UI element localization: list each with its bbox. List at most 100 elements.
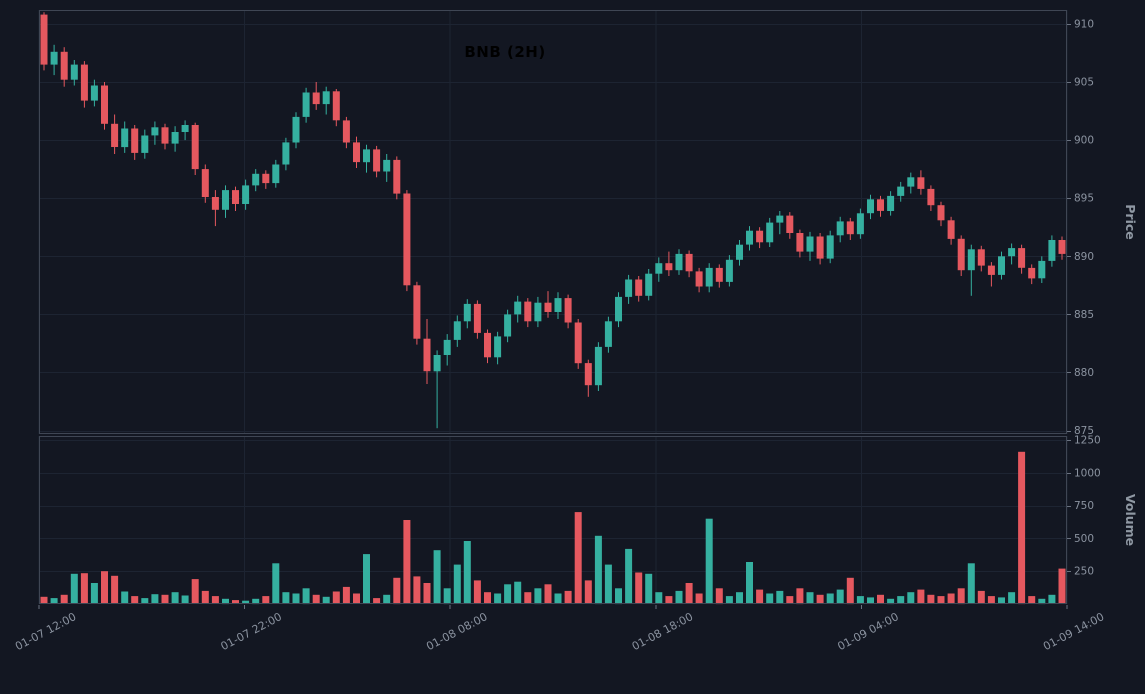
candle-body bbox=[302, 92, 310, 117]
candle-body bbox=[1018, 248, 1026, 268]
candle-body bbox=[947, 220, 955, 239]
volume-bar bbox=[736, 592, 743, 604]
candle-body bbox=[846, 221, 854, 235]
candle-body bbox=[524, 301, 532, 322]
candle-body bbox=[856, 213, 864, 235]
candle-body bbox=[50, 51, 58, 65]
volume-bar bbox=[171, 592, 179, 604]
volume-bar bbox=[705, 518, 713, 604]
volume-tick-label: 1000 bbox=[1074, 467, 1101, 479]
candle-body bbox=[222, 190, 229, 210]
candle-body bbox=[282, 142, 290, 165]
volume-bar bbox=[665, 596, 673, 604]
volume-bar bbox=[514, 581, 522, 604]
price-tick-label: 875 bbox=[1074, 425, 1094, 437]
volume-bar bbox=[383, 594, 391, 604]
candle-body bbox=[695, 271, 703, 287]
price-tick-label: 905 bbox=[1074, 77, 1094, 89]
volume-bar bbox=[141, 598, 149, 604]
volume-bar bbox=[423, 583, 431, 604]
volume-bar bbox=[302, 588, 310, 605]
volume-tick-label: 1250 bbox=[1074, 434, 1101, 446]
volume-bar bbox=[201, 590, 209, 604]
candle-body bbox=[937, 205, 945, 221]
candle-body bbox=[645, 273, 653, 296]
candle-body bbox=[746, 230, 753, 245]
volume-bar bbox=[252, 598, 260, 605]
candle-body bbox=[373, 149, 381, 172]
volume-bar bbox=[413, 576, 421, 604]
volume-bar bbox=[625, 548, 633, 604]
volume-bar bbox=[403, 520, 411, 604]
candle-body bbox=[927, 188, 935, 206]
volume-bar bbox=[1048, 594, 1056, 604]
volume-bar bbox=[191, 579, 199, 604]
candle-body bbox=[413, 285, 421, 339]
candle-body bbox=[292, 116, 300, 143]
volume-bar bbox=[151, 594, 159, 604]
volume-bar bbox=[574, 512, 582, 604]
volume-bar bbox=[544, 584, 552, 604]
volume-bar bbox=[322, 596, 330, 604]
volume-bar bbox=[766, 593, 774, 604]
volume-bar bbox=[685, 583, 693, 604]
volume-bar bbox=[887, 598, 895, 605]
candle-body bbox=[867, 199, 874, 214]
volume-bar bbox=[615, 588, 622, 605]
price-tick-label: 895 bbox=[1074, 193, 1094, 205]
candle-body bbox=[917, 177, 925, 189]
candle-body bbox=[171, 132, 179, 144]
candle-body bbox=[504, 314, 512, 337]
candle-body bbox=[70, 64, 78, 80]
volume-bar bbox=[584, 580, 592, 604]
candle-body bbox=[312, 92, 320, 105]
volume-bar bbox=[907, 592, 915, 604]
volume-tick-label: 250 bbox=[1074, 566, 1094, 578]
volume-bar bbox=[40, 596, 48, 604]
candle-body bbox=[564, 298, 572, 323]
candle-body bbox=[131, 128, 139, 153]
candle-body bbox=[191, 125, 199, 170]
volume-bar bbox=[867, 597, 874, 604]
price-tick-label: 885 bbox=[1074, 309, 1094, 321]
candle-body bbox=[544, 302, 552, 312]
volume-bar bbox=[786, 596, 794, 604]
candle-body bbox=[554, 298, 562, 312]
candle-body bbox=[423, 338, 431, 372]
volume-bar bbox=[50, 598, 58, 604]
volume-bar bbox=[463, 541, 471, 604]
candle-body bbox=[574, 322, 582, 364]
candle-body bbox=[60, 51, 68, 80]
volume-bar bbox=[675, 590, 683, 604]
volume-bar bbox=[161, 594, 169, 604]
volume-bar bbox=[111, 575, 119, 604]
candle-body bbox=[332, 91, 340, 121]
volume-bar bbox=[211, 596, 219, 604]
candle-body bbox=[836, 221, 844, 236]
volume-bar bbox=[90, 583, 98, 604]
volume-bar bbox=[70, 573, 78, 604]
volume-bar bbox=[342, 586, 350, 604]
volume-bar bbox=[897, 596, 905, 604]
volume-bar bbox=[987, 596, 995, 604]
candle-body bbox=[342, 120, 350, 143]
candle-body bbox=[353, 142, 360, 163]
candle-body bbox=[453, 321, 461, 340]
candle-body bbox=[90, 85, 98, 101]
candle-body bbox=[665, 263, 673, 271]
volume-bar bbox=[816, 594, 824, 604]
candle-body bbox=[80, 64, 88, 101]
price-axis-label: Price bbox=[1123, 204, 1138, 240]
volume-bar bbox=[101, 571, 108, 604]
candle-body bbox=[242, 185, 250, 204]
candle-body bbox=[998, 256, 1005, 275]
volume-bar bbox=[746, 562, 753, 604]
volume-bar bbox=[846, 577, 854, 605]
candle-body bbox=[494, 336, 502, 358]
candle-body bbox=[615, 296, 622, 322]
candle-body bbox=[806, 236, 814, 252]
candle-body bbox=[232, 190, 239, 204]
volume-bar bbox=[1058, 568, 1066, 604]
